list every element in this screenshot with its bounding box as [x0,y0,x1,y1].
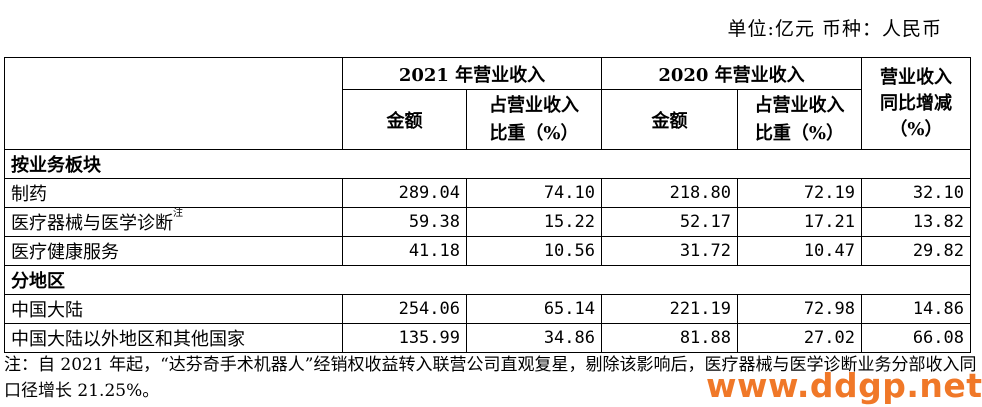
blank-header-cell [4,57,343,150]
cell-share-2021: 15.22 [466,207,602,237]
cell-yoy-change: 66.08 [861,323,971,353]
header-yoy-change: 营业收入 同比增减 （%） [861,57,971,150]
cell-share-2020: 17.21 [737,207,862,237]
row-label-cell: 医疗器械与医学诊断注 [4,207,343,237]
cell-share-2020: 72.19 [737,178,862,208]
table-row: 制药 289.04 74.10 218.80 72.19 32.10 [4,178,971,208]
cell-amount-2020: 31.72 [601,236,738,266]
table-row: 医疗健康服务 41.18 10.56 31.72 10.47 29.82 [4,236,971,266]
footnote-text: 注：自 2021 年起，“达芬奇手术机器人”经销权收益转入联营公司直观复星，剔除… [4,355,977,401]
header-2021-revenue: 2021 年营业收入 [342,57,602,90]
table-row: 中国大陆以外地区和其他国家 135.99 34.86 81.88 27.02 6… [4,323,971,353]
header-yoy-line3: （%） [889,118,943,140]
header-2020-revenue: 2020 年营业收入 [601,57,862,90]
unit-currency-line: 单位:亿元 币种：人民币 [727,18,942,40]
cell-amount-2021: 289.04 [342,178,467,208]
row-label: 医疗器械与医学诊断 [11,213,173,234]
cell-amount-2021: 41.18 [342,236,467,266]
header-share-2021-line2: 比重（%） [489,122,579,144]
cell-share-2021: 10.56 [466,236,602,266]
header-share-2020: 占营业收入 比重（%） [737,89,862,150]
cell-share-2021: 65.14 [466,294,602,324]
header-share-2020-line2: 比重（%） [754,122,845,144]
header-yoy-line2: 同比增减 [880,92,952,114]
section-row-segment: 按业务板块 [4,149,971,179]
cell-amount-2020: 221.19 [601,294,738,324]
cell-share-2021: 34.86 [466,323,602,353]
table-row: 中国大陆 254.06 65.14 221.19 72.98 14.86 [4,294,971,324]
footnote-marker: 注 [173,208,183,219]
cell-share-2021: 74.10 [466,178,602,208]
header-share-2021-line1: 占营业收入 [489,94,579,116]
row-label: 医疗健康服务 [4,236,343,266]
cell-amount-2021: 254.06 [342,294,467,324]
header-share-2021: 占营业收入 比重（%） [466,89,602,150]
cell-yoy-change: 32.10 [861,178,971,208]
header-amount-2020: 金额 [601,89,738,150]
cell-share-2020: 72.98 [737,294,862,324]
section-title-segment: 按业务板块 [4,149,971,179]
row-label: 中国大陆以外地区和其他国家 [4,323,343,353]
cell-yoy-change: 14.86 [861,294,971,324]
cell-share-2020: 27.02 [737,323,862,353]
header-amount-2021: 金额 [342,89,467,150]
cell-share-2020: 10.47 [737,236,862,266]
cell-amount-2021: 59.38 [342,207,467,237]
cell-amount-2020: 218.80 [601,178,738,208]
header-yoy-line1: 营业收入 [880,66,952,88]
header-share-2020-line1: 占营业收入 [754,94,845,116]
row-label: 中国大陆 [4,294,343,324]
table-row: 医疗器械与医学诊断注 59.38 15.22 52.17 17.21 13.82 [4,207,971,237]
cell-amount-2020: 52.17 [601,207,738,237]
cell-amount-2021: 135.99 [342,323,467,353]
row-label: 制药 [4,178,343,208]
cell-yoy-change: 13.82 [861,207,971,237]
cell-yoy-change: 29.82 [861,236,971,266]
section-row-region: 分地区 [4,265,971,295]
section-title-region: 分地区 [4,265,971,295]
revenue-table: 2021 年营业收入 2020 年营业收入 营业收入 同比增减 （%） 金额 占… [4,57,971,353]
cell-amount-2020: 81.88 [601,323,738,353]
watermark-link[interactable]: www.ddgp.net [706,366,982,405]
